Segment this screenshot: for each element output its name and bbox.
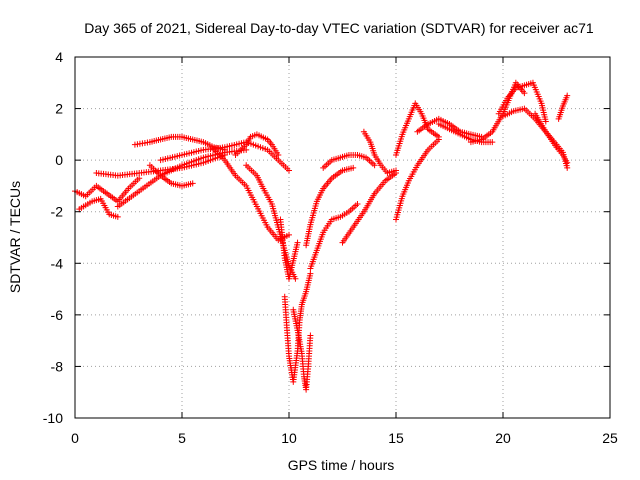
series-arc1	[72, 175, 143, 205]
data-point	[489, 139, 496, 146]
series-arc24	[495, 79, 549, 125]
y-tick-label: 0	[55, 152, 63, 168]
series-arc10	[243, 162, 299, 282]
series-arc16	[320, 151, 378, 171]
y-tick-label: 2	[55, 101, 63, 117]
data-point	[307, 270, 314, 277]
chart-title: Day 365 of 2021, Sidereal Day-to-day VTE…	[84, 20, 594, 36]
data-point	[286, 167, 292, 174]
y-axis-label: SDTVAR / TECUs	[7, 181, 23, 293]
data-point	[294, 239, 301, 246]
data-point	[564, 92, 571, 99]
series-arc4	[93, 151, 228, 179]
series-arc26	[532, 110, 571, 171]
data-point	[286, 231, 292, 238]
series-arc7	[157, 139, 292, 174]
series-arc19	[393, 136, 442, 223]
data-point	[393, 167, 399, 174]
data-point	[371, 162, 378, 169]
data-point	[243, 146, 250, 153]
data-point	[307, 332, 314, 339]
series-arc9	[232, 131, 282, 158]
y-tick-label: -6	[51, 307, 64, 323]
data-point	[221, 151, 228, 158]
series-arc12	[281, 270, 314, 385]
data-points	[72, 79, 571, 393]
series-arc2	[76, 195, 121, 220]
x-tick-label: 25	[602, 430, 618, 446]
x-tick-label: 20	[495, 430, 511, 446]
y-tick-label: -8	[51, 358, 64, 374]
x-tick-label: 15	[388, 430, 404, 446]
data-point	[136, 175, 143, 182]
x-axis-label: GPS time / hours	[288, 457, 395, 473]
data-point	[189, 180, 196, 187]
data-point	[435, 133, 442, 140]
data-point	[350, 164, 357, 171]
series-arc15	[307, 200, 361, 272]
series-arc17	[339, 170, 399, 246]
y-tick-label: -2	[51, 204, 64, 220]
y-tick-label: -10	[43, 410, 63, 426]
y-tick-label: 4	[55, 49, 63, 65]
series-arc20	[393, 100, 442, 158]
series-arc11	[277, 216, 301, 282]
data-point	[114, 213, 121, 220]
data-point	[542, 118, 549, 125]
data-point	[564, 164, 571, 171]
series-arc6	[146, 162, 196, 189]
x-tick-label: 10	[281, 430, 297, 446]
axis-ticks: 0 5 10 15 20 25 -10 -8 -6 -4 -2 0 2 4	[43, 49, 618, 446]
series-arc27	[555, 92, 571, 122]
series-arc14	[303, 164, 357, 249]
series-arc18	[360, 128, 399, 177]
series-arc13	[290, 306, 314, 393]
x-tick-label: 5	[178, 430, 186, 446]
x-tick-label: 0	[71, 430, 79, 446]
plot-frame	[74, 56, 611, 419]
series-arc8	[211, 146, 292, 244]
y-tick-label: -4	[51, 255, 64, 271]
data-point	[275, 151, 282, 158]
data-point	[354, 200, 361, 207]
data-point	[292, 275, 299, 282]
data-point	[521, 90, 528, 97]
